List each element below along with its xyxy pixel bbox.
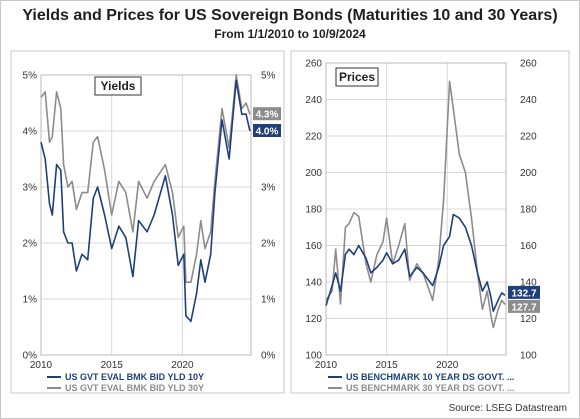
y-tick-label-right: 140 xyxy=(520,278,537,289)
y-tick-label-right: 2% xyxy=(261,239,276,250)
prices-plot-area xyxy=(325,62,507,356)
prices-panel-frame xyxy=(290,50,570,394)
y-tick-label-right: 5% xyxy=(261,71,276,82)
end-value-label: 132.7 xyxy=(511,288,536,299)
source-note: Source: LSEG Datastream xyxy=(448,403,567,414)
yields-panel-label: Yields xyxy=(101,79,136,93)
y-tick-label-left: 3% xyxy=(23,183,38,194)
x-tick-label: 2020 xyxy=(171,360,194,371)
x-tick-label: 2010 xyxy=(30,360,53,371)
x-tick-label: 2010 xyxy=(315,360,338,371)
end-value-label: 4.3% xyxy=(256,110,279,121)
yields-panel-frame xyxy=(10,50,285,394)
y-tick-label-left: 240 xyxy=(305,95,322,106)
y-tick-label-right: 160 xyxy=(520,241,537,252)
series-line-gray xyxy=(40,74,251,284)
y-tick-label-left: 120 xyxy=(305,314,322,325)
y-tick-label-left: 140 xyxy=(305,278,322,289)
x-tick-label: 2020 xyxy=(436,360,459,371)
y-tick-label-right: 220 xyxy=(520,132,537,143)
y-tick-label-right: 260 xyxy=(520,59,537,70)
series-line-navy xyxy=(325,213,506,313)
y-tick-label-right: 200 xyxy=(520,168,537,179)
y-tick-label-right: 180 xyxy=(520,205,537,216)
y-tick-label-left: 0% xyxy=(23,351,38,362)
legend-label: US GVT EVAL BMK BID YLD 10Y xyxy=(65,372,204,382)
y-tick-label-left: 100 xyxy=(305,351,322,362)
end-value-badge xyxy=(508,299,540,313)
y-tick-label-left: 4% xyxy=(23,127,38,138)
yields-plot-area xyxy=(40,74,252,356)
series-line-gray xyxy=(325,80,506,329)
y-tick-label-left: 200 xyxy=(305,168,322,179)
y-tick-label-left: 260 xyxy=(305,59,322,70)
chart-title: Yields and Prices for US Sovereign Bonds… xyxy=(22,7,558,24)
end-value-badge xyxy=(253,107,281,121)
y-tick-label-left: 1% xyxy=(23,295,38,306)
series-line-navy xyxy=(40,79,251,323)
y-tick-label-left: 160 xyxy=(305,241,322,252)
prices-panel-label: Prices xyxy=(339,70,375,84)
yields-label-box xyxy=(94,76,142,96)
y-tick-label-right: 120 xyxy=(520,314,537,325)
legend-label: US GVT EVAL BMK BID YLD 30Y xyxy=(65,383,204,393)
y-tick-label-left: 2% xyxy=(23,239,38,250)
y-tick-label-right: 3% xyxy=(261,183,276,194)
x-tick-label: 2015 xyxy=(375,360,398,371)
yields-panel: 0%0%1%1%2%2%3%3%4%4%5%5%2010201520204.3%… xyxy=(10,50,285,394)
y-tick-label-left: 180 xyxy=(305,205,322,216)
y-tick-label-right: 100 xyxy=(520,351,537,362)
end-value-badge xyxy=(253,124,281,137)
end-value-label: 127.7 xyxy=(511,302,536,313)
end-value-label: 4.0% xyxy=(256,127,279,138)
y-tick-label-right: 1% xyxy=(261,295,276,306)
x-tick-label: 2015 xyxy=(101,360,124,371)
legend-label: US BENCHMARK 10 YEAR DS GOVT. ... xyxy=(346,372,514,382)
y-tick-label-left: 5% xyxy=(23,71,38,82)
y-tick-label-right: 0% xyxy=(261,351,276,362)
y-tick-label-right: 240 xyxy=(520,95,537,106)
legend-label: US BENCHMARK 30 YEAR DS GOVT. ... xyxy=(346,383,514,393)
prices-label-box xyxy=(335,67,379,87)
prices-panel: 100 100 120 120 140 140 160 160 180 180 200 200 220 2… xyxy=(290,50,570,394)
chart-subtitle: From 1/1/2010 to 10/9/2024 xyxy=(214,27,366,41)
y-tick-label-left: 220 xyxy=(305,132,322,143)
end-value-badge xyxy=(508,285,540,299)
